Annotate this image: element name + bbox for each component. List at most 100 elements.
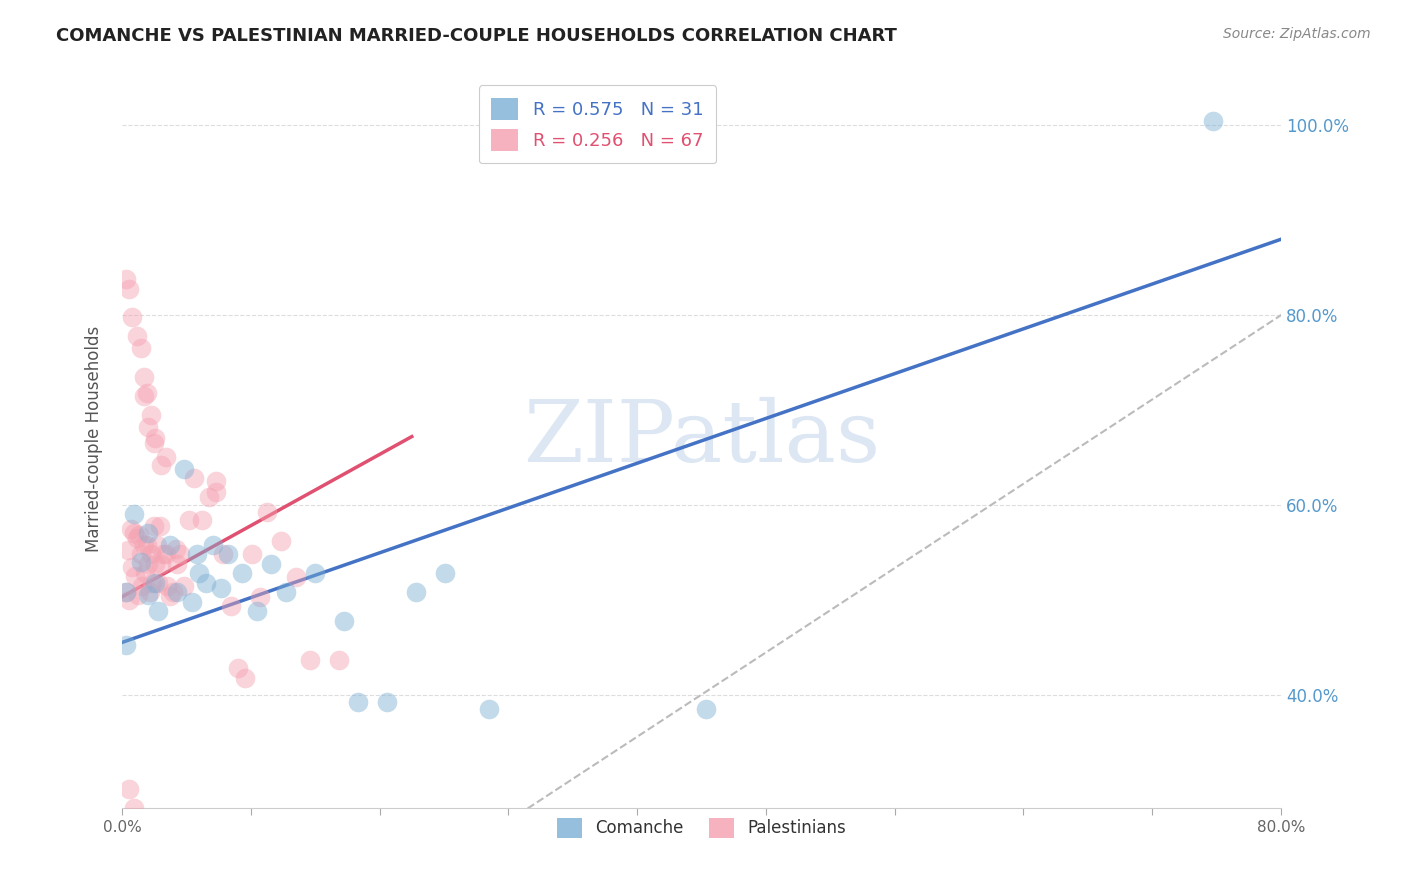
Point [142, 518, 165, 533]
Point [139, 547, 162, 561]
Point [332, 614, 354, 628]
Point [121, 310, 143, 324]
Point [299, 653, 322, 667]
Point [136, 588, 159, 602]
Point [148, 604, 170, 618]
Point [212, 547, 235, 561]
Point [118, 782, 141, 797]
Point [205, 474, 228, 488]
Point [134, 566, 156, 581]
Point [145, 575, 167, 590]
Point [180, 594, 202, 608]
Point [162, 585, 184, 599]
Point [129, 342, 152, 356]
Point [274, 585, 297, 599]
Point [260, 557, 283, 571]
Point [122, 508, 145, 522]
Point [202, 538, 225, 552]
Point [132, 369, 155, 384]
Point [115, 272, 138, 286]
Point [205, 484, 228, 499]
Point [148, 575, 170, 590]
Point [187, 566, 209, 581]
Point [233, 671, 256, 685]
Point [141, 575, 163, 590]
Point [125, 329, 148, 343]
Point [145, 432, 167, 446]
Point [304, 566, 326, 581]
Point [150, 557, 173, 571]
Point [165, 541, 187, 556]
Point [173, 462, 195, 476]
Point [142, 436, 165, 450]
Point [226, 661, 249, 675]
Point [1202, 113, 1225, 128]
Point [136, 557, 159, 571]
Point [132, 389, 155, 403]
Point [219, 599, 242, 614]
Point [136, 420, 159, 434]
Point [328, 653, 350, 667]
Point [146, 538, 169, 552]
Point [155, 450, 177, 465]
Point [129, 555, 152, 569]
Point [138, 585, 160, 599]
Point [122, 526, 145, 541]
Point [159, 538, 181, 552]
Point [270, 533, 292, 548]
Text: Source: ZipAtlas.com: Source: ZipAtlas.com [1223, 27, 1371, 41]
Point [434, 566, 457, 581]
Point [150, 458, 173, 472]
Point [125, 531, 148, 545]
Point [139, 408, 162, 422]
Point [122, 801, 145, 815]
Point [166, 557, 188, 571]
Point [118, 592, 141, 607]
Point [177, 513, 200, 527]
Point [347, 695, 370, 709]
Point [249, 590, 271, 604]
Point [183, 471, 205, 485]
Point [246, 604, 269, 618]
Point [173, 579, 195, 593]
Point [284, 570, 307, 584]
Point [166, 585, 188, 599]
Point [124, 569, 146, 583]
Point [115, 585, 138, 599]
Point [117, 543, 139, 558]
Point [217, 547, 239, 561]
Point [135, 538, 157, 552]
Point [695, 702, 717, 716]
Point [198, 491, 221, 505]
Point [129, 547, 152, 561]
Point [127, 588, 149, 602]
Text: ZIPatlas: ZIPatlas [523, 397, 880, 480]
Point [195, 575, 218, 590]
Point [120, 522, 142, 536]
Point [190, 513, 212, 527]
Point [169, 547, 191, 561]
Text: COMANCHE VS PALESTINIAN MARRIED-COUPLE HOUSEHOLDS CORRELATION CHART: COMANCHE VS PALESTINIAN MARRIED-COUPLE H… [56, 27, 897, 45]
Point [209, 582, 232, 596]
Point [256, 506, 278, 520]
Y-axis label: Married-couple Households: Married-couple Households [86, 326, 103, 551]
Legend: Comanche, Palestinians: Comanche, Palestinians [550, 811, 852, 845]
Point [159, 589, 181, 603]
Point [132, 538, 155, 552]
Point [121, 559, 143, 574]
Point [115, 638, 138, 652]
Point [477, 702, 499, 716]
Point [149, 518, 172, 533]
Point [375, 695, 398, 709]
Point [231, 566, 253, 581]
Point [242, 547, 264, 561]
Point [136, 526, 159, 541]
Point [128, 528, 150, 542]
Point [186, 547, 208, 561]
Point [145, 557, 167, 571]
Point [118, 282, 141, 296]
Point [152, 547, 174, 561]
Point [405, 585, 427, 599]
Point [156, 579, 179, 593]
Point [135, 386, 157, 401]
